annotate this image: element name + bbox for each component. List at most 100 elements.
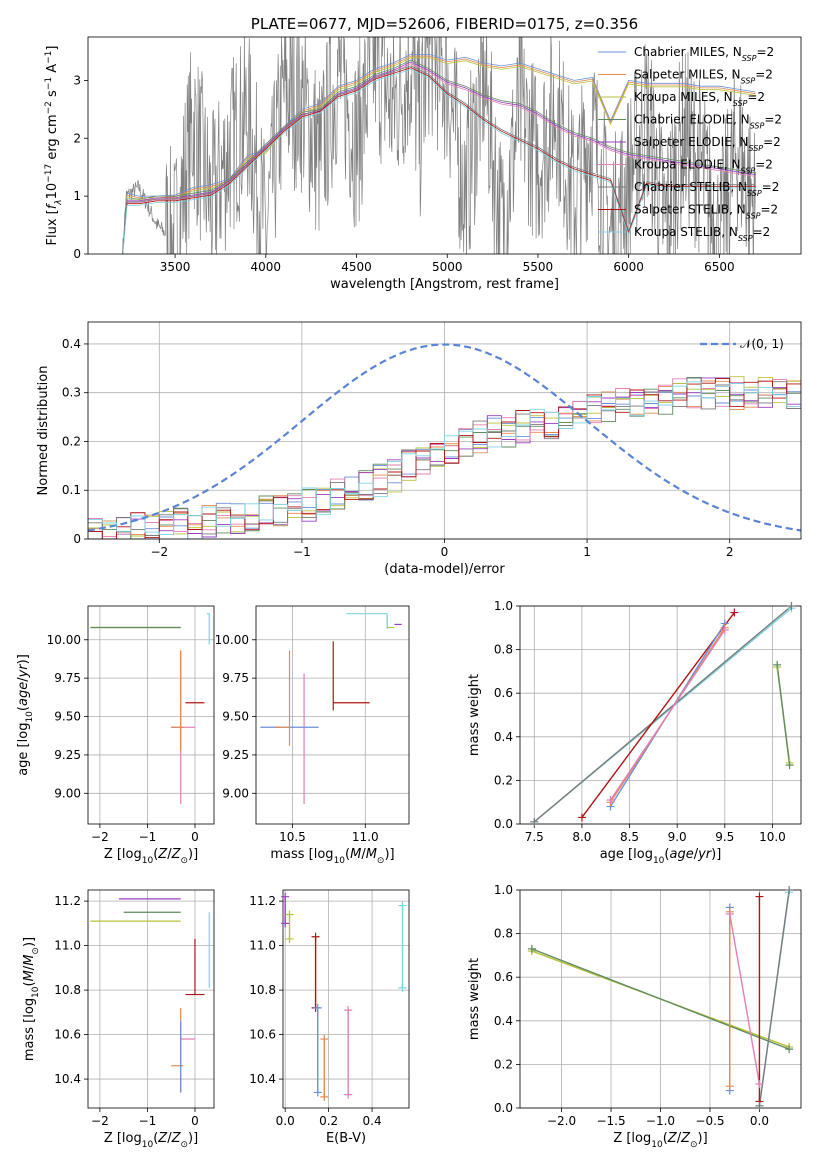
legend-label: Kroupa STELIB, NSSP=2: [634, 225, 770, 243]
point-marker: [755, 1101, 764, 1110]
y-tick-label: 1: [73, 189, 81, 203]
point-marker: [785, 886, 794, 894]
mass_vs_ebv-plot-area: [284, 896, 404, 1097]
x-tick-label: 11.0: [352, 830, 379, 844]
legend: 𝒩(0, 1): [700, 337, 784, 351]
y-tick-label: 0.4: [494, 730, 513, 744]
age_vs_mass-plot-area: [260, 613, 402, 805]
x-tick-label: −1.0: [646, 1114, 675, 1128]
spectrum-plot-area: [122, 37, 756, 254]
legend-label: Chabrier MILES, NSSP=2: [634, 45, 774, 63]
y-tick-label: 9.75: [222, 671, 249, 685]
x-tick-label: 4500: [341, 260, 372, 274]
y-tick-label: 9.25: [54, 748, 81, 762]
y-tick-label: 9.50: [222, 710, 249, 724]
x-tick-label: 0.0: [750, 1114, 769, 1128]
x-tick-label: −1.5: [596, 1114, 625, 1128]
x-tick-label: 0: [191, 830, 199, 844]
y-tick-label: 0: [73, 532, 81, 546]
y-tick-label: 10.8: [54, 983, 81, 997]
weight-line: [758, 890, 790, 1106]
residual-histogram: [88, 378, 801, 537]
y-tick-label: 10.8: [249, 983, 276, 997]
legend-label: Kroupa ELODIE, NSSP=2: [634, 158, 773, 176]
weight-line: [533, 606, 792, 823]
x-tick-label: −2.0: [547, 1114, 576, 1128]
mass_vs_ebv-frame: [282, 889, 410, 1109]
y-tick-label: 9.50: [54, 710, 81, 724]
x-tick-label: −1: [139, 1114, 157, 1128]
x-tick-label: 0.4: [363, 1114, 382, 1128]
point-marker: [725, 1082, 734, 1091]
x-tick-label: 0: [191, 1114, 199, 1128]
point-marker: [725, 909, 734, 918]
point-marker: [313, 1003, 322, 1012]
residual-histogram: [88, 380, 801, 536]
point-marker: [755, 1080, 764, 1089]
point-marker: [398, 901, 407, 910]
y-tick-label: 1.0: [494, 883, 513, 897]
residuals-axes: −2 −1 0 1 2 0 0.1 0.2 0.3 0.4 (data-model)/error No…: [36, 321, 802, 577]
x-tick-label: 10.5: [279, 830, 306, 844]
x-axis-label: (data-model)/error: [384, 562, 505, 577]
y-tick-label: 0.0: [494, 1101, 513, 1115]
weight-line: [581, 612, 735, 818]
mass_vs_ebv-axes: 0.0 0.2 0.4 10.4 10.6 10.8 11.0 11.2 E(B-V): [249, 889, 410, 1146]
weight-line: [776, 664, 791, 766]
y-tick-label: 2: [73, 131, 81, 145]
y-tick-label: 0: [73, 247, 81, 261]
point-marker: [730, 608, 739, 617]
x-tick-label: 8.5: [620, 830, 639, 844]
x-tick-label: 7.5: [525, 830, 544, 844]
x-tick-label: −1: [293, 545, 311, 559]
point-marker: [606, 796, 615, 805]
legend-label: Salpeter ELODIE, NSSP=2: [634, 135, 781, 153]
x-axis-label: Z [log10(Z/Z⊙)]: [613, 1131, 707, 1150]
y-tick-label: 10.6: [249, 1028, 276, 1042]
y-tick-label: 11.0: [54, 939, 81, 953]
y-tick-label: 10.00: [47, 633, 81, 647]
point-marker: [720, 625, 729, 634]
x-tick-label: 10.0: [759, 830, 786, 844]
point-marker: [285, 934, 294, 943]
residual-histogram: [88, 377, 801, 539]
y-axis-label: Normed distribution: [36, 366, 51, 496]
point-marker: [527, 944, 536, 953]
age_vs_Z-frame: [87, 605, 215, 825]
x-tick-label: 0: [441, 545, 449, 559]
residuals-frame: [87, 321, 802, 540]
model-spectrum-series: [122, 57, 756, 254]
spectrum-frame: [87, 36, 802, 255]
y-tick-label: 11.0: [249, 939, 276, 953]
y-tick-label: 0.8: [494, 643, 513, 657]
gaussian-curve: [88, 343, 801, 532]
weight-line: [609, 629, 726, 801]
y-tick-label: 0.2: [62, 434, 81, 448]
legend-label: Chabrier STELIB, NSSP=2: [634, 180, 779, 198]
point-marker: [785, 761, 794, 770]
x-axis-label: Z [log10(Z/Z⊙)]: [104, 1131, 198, 1150]
x-tick-label: 2: [726, 545, 734, 559]
x-axis-label: mass [log10(M/M⊙)]: [270, 847, 394, 866]
model-spectrum-series: [122, 54, 756, 254]
y-tick-label: 0.4: [62, 337, 81, 351]
y-tick-label: 10.00: [215, 633, 249, 647]
mass_vs_Z-frame: [87, 889, 215, 1109]
point-marker: [577, 813, 586, 822]
residual-histogram: [88, 378, 801, 539]
legend-label: Salpeter STELIB, NSSP=2: [634, 203, 778, 221]
y-tick-label: 11.2: [54, 894, 81, 908]
chart-title: PLATE=0677, MJD=52606, FIBERID=0175, z=0…: [251, 15, 638, 33]
y-tick-label: 0.4: [494, 1014, 513, 1028]
legend-label: Kroupa MILES, NSSP=2: [634, 90, 765, 108]
model-spectrum-series: [122, 55, 756, 254]
x-axis-label: E(B-V): [326, 1131, 366, 1146]
weight_vs_Z-frame: [519, 889, 802, 1109]
weight_vs_age-plot-area: [533, 606, 792, 823]
y-tick-label: 11.2: [249, 894, 276, 908]
x-axis-label: wavelength [Angstrom, rest frame]: [330, 277, 559, 292]
y-tick-label: 10.4: [54, 1072, 81, 1086]
x-tick-label: 0.2: [319, 1114, 338, 1128]
point-marker: [311, 932, 320, 941]
y-tick-label: 0.6: [494, 686, 513, 700]
